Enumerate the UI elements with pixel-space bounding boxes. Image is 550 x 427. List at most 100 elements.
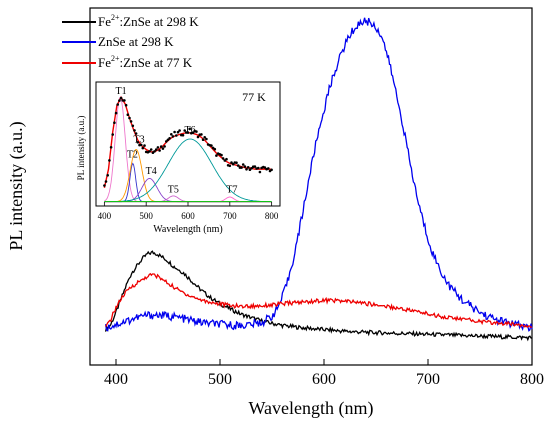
inset-peak-label-t3: T3 [134,135,145,146]
main-x-ticks: 400 500 600 700 800 [104,359,544,388]
inset-peak-label-t2: T2 [127,150,138,161]
inset-data-point [123,99,126,102]
main-x-axis-label: Wavelength (nm) [248,398,373,419]
inset-x-ticks: 400 500 600 700 800 [98,202,279,221]
inset-x-tick-label: 700 [223,211,237,221]
inset-data-point [106,174,109,177]
inset-data-point [253,165,257,168]
inset-data-point [191,131,195,134]
inset-data-point [108,159,111,162]
inset-peak-label-t6: T6 [185,125,196,136]
inset-data-point [109,146,113,149]
main-y-axis-label: PL intensity (a.u.) [6,121,27,250]
inset-data-point [118,99,121,102]
inset-peak-label-t5: T5 [168,184,179,195]
inset-x-tick-label: 600 [181,211,195,221]
inset-data-point [236,164,240,167]
inset-data-point [203,136,206,139]
inset-component-t6 [104,138,272,203]
main-x-tick-label: 600 [312,371,336,388]
inset-data-point [114,111,118,115]
inset-peak-label-t1: T1 [116,86,127,97]
inset-x-tick-label: 800 [265,211,279,221]
inset-data-point [148,150,151,153]
legend-label-znse-298: ZnSe at 298 K [98,34,174,49]
inset-chart: 400 500 600 700 800 T1 T2 T3 T4 T5 T6 T7 77 K Wave… [76,81,281,235]
inset-data-point [173,130,176,134]
inset-data-point [215,154,218,157]
inset-data-point [195,130,198,133]
inset-data-point [210,144,213,147]
inset-data-point [225,157,228,161]
inset-data-point [133,129,136,132]
inset-data-point [158,149,161,152]
inset-data-point [243,165,247,168]
inset-data-point [124,103,128,107]
inset-data-point [250,167,253,170]
inset-data-point [111,133,114,136]
main-x-tick-label: 800 [520,371,544,388]
inset-data-point [230,161,233,164]
inset-data-point [186,131,190,134]
inset-data-point [139,143,143,147]
main-series-line-1 [104,250,533,342]
inset-data-point [220,153,223,157]
inset-data-point [156,146,160,149]
inset-peak-label-t7: T7 [226,184,237,195]
inset-data-point [258,170,262,174]
inset-data-point [143,144,146,147]
inset-data-point [131,124,135,128]
inset-data-point [228,164,232,168]
inset-data-point [159,145,163,148]
inset-data-point [263,166,267,169]
inset-data-point [178,129,181,132]
legend-label-fe-298: Fe2+:ZnSe at 298 K [98,13,199,29]
inset-data-point [116,103,119,106]
inset-data-point [136,141,140,144]
inset-data-point [241,163,245,166]
inset-data-point [188,127,191,131]
main-x-tick-label: 700 [416,371,440,388]
inset-data-point [205,137,208,141]
inset-data-point [134,132,138,135]
inset-data-point [231,162,235,166]
main-series-line-2 [104,17,533,332]
inset-data-point [245,168,248,171]
inset-data-point [201,138,205,141]
inset-x-tick-label: 400 [98,211,112,221]
inset-data-point [141,146,145,150]
inset-series-group [103,95,273,203]
inset-data-point [200,133,203,136]
inset-data-point [170,133,173,136]
main-x-tick-label: 400 [104,371,128,388]
inset-data-point [126,113,130,116]
legend-label-fe-77: Fe2+:ZnSe at 77 K [98,54,193,70]
inset-plot-frame [95,81,281,207]
inset-data-point [153,150,156,153]
inset-data-point [196,135,200,139]
inset-data-point [165,140,168,143]
inset-peak-label-t4: T4 [146,166,157,177]
inset-data-point [267,167,270,170]
inset-data-point [270,168,273,172]
inset-data-point [113,121,116,124]
inset-x-tick-label: 500 [139,211,153,221]
inset-data-point [240,166,243,169]
legend: Fe2+:ZnSe at 298 K ZnSe at 298 K Fe2+:Zn… [62,13,199,70]
inset-data-point [221,157,225,160]
inset-data-point [119,96,123,100]
inset-x-axis-label: Wavelength (nm) [153,224,222,235]
inset-temperature-annotation: 77 K [242,90,266,104]
inset-data-point [149,148,153,151]
inset-peak-labels: T1 T2 T3 T4 T5 T6 T7 [116,86,238,196]
inset-data-point [104,180,108,183]
inset-data-point [257,166,260,170]
inset-data-point [163,145,166,148]
inset-data-point [129,120,133,123]
inset-data-point [154,148,158,151]
inset-data-point [235,161,238,164]
inset-data-point [166,138,170,142]
inset-data-point [168,137,171,140]
inset-data-point [213,147,217,151]
